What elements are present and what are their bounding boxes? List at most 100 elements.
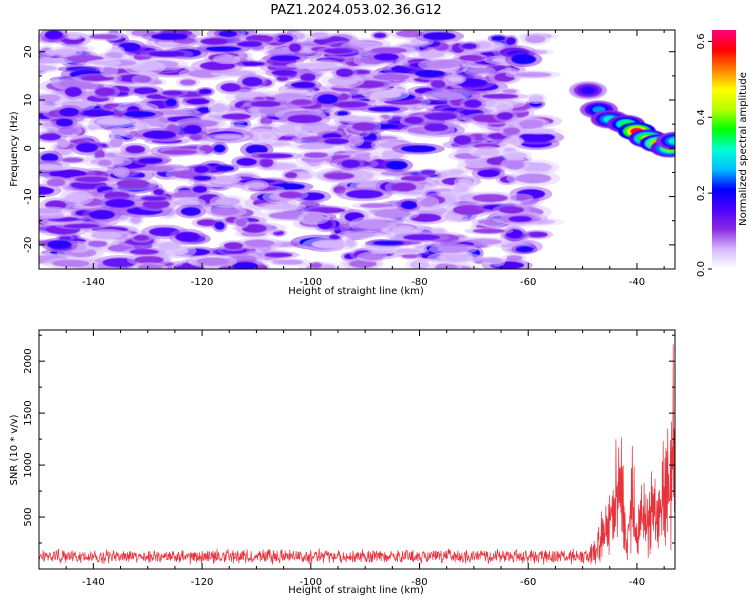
spectrogram-cell bbox=[472, 193, 509, 203]
spectrogram-cell bbox=[51, 259, 90, 268]
spectrogram-cell bbox=[223, 242, 243, 250]
y-tick-label: 20 bbox=[23, 45, 34, 58]
x-tick-label: -140 bbox=[82, 277, 105, 288]
spectrogram-cell bbox=[109, 138, 123, 148]
spectrogram-cell bbox=[44, 30, 64, 40]
spectrogram-cell bbox=[472, 228, 506, 234]
x-tick-label: -40 bbox=[629, 577, 645, 588]
x-tick-label: -60 bbox=[520, 277, 536, 288]
spectrogram-cell bbox=[278, 259, 304, 265]
colorbar: 0.0 0.2 0.4 0.6 Normalized spectral amplitu… bbox=[696, 30, 749, 277]
spectrogram-cell bbox=[179, 79, 196, 86]
spectrogram-cell bbox=[404, 116, 424, 124]
spectrogram-cell bbox=[430, 80, 446, 89]
spectrogram-cell bbox=[137, 264, 162, 269]
spectrogram-cell bbox=[491, 35, 506, 41]
spectrogram-cell bbox=[337, 111, 349, 116]
spectrogram-cell bbox=[401, 253, 419, 259]
x-tick-label: -60 bbox=[520, 577, 536, 588]
spectrogram-cell bbox=[39, 164, 64, 170]
spectrogram-y-axis-label: Frequency (Hz) bbox=[9, 111, 20, 187]
y-tick-label: 0 bbox=[23, 145, 34, 151]
spectrogram-cell bbox=[268, 212, 302, 220]
spectrogram-cell bbox=[425, 60, 458, 69]
spectrogram-cell bbox=[157, 241, 181, 251]
spectrogram-cell bbox=[242, 76, 263, 87]
spectrogram-cell bbox=[303, 213, 325, 223]
spectrogram-cell bbox=[290, 81, 316, 89]
x-tick-label: -80 bbox=[411, 577, 427, 588]
spectrogram-cell bbox=[317, 94, 338, 105]
spectrogram-cell bbox=[498, 206, 524, 214]
spectrogram-cell bbox=[94, 87, 115, 97]
spectrogram-cell bbox=[74, 176, 109, 183]
spectrogram-cell bbox=[462, 43, 477, 50]
spectrogram-cell bbox=[352, 122, 376, 131]
spectrogram-cell bbox=[362, 253, 384, 261]
snr-frame bbox=[38, 329, 676, 570]
spectrogram-cell bbox=[496, 112, 514, 120]
x-tick-label: -120 bbox=[191, 577, 214, 588]
spectrogram-cell bbox=[39, 58, 65, 64]
spectrogram-cell bbox=[197, 106, 211, 114]
spectrogram-cell bbox=[194, 165, 209, 174]
spectrogram-cell bbox=[123, 111, 156, 118]
spectrogram-cell bbox=[259, 157, 274, 168]
colorbar-tick-label: 0.0 bbox=[696, 261, 707, 277]
spectrogram-cell bbox=[295, 62, 333, 68]
spectrogram-cell bbox=[40, 153, 59, 163]
spectrogram-cell bbox=[180, 207, 201, 216]
snr-y-axis-label: SNR (10 * v/v) bbox=[9, 414, 20, 485]
spectrogram-cell bbox=[59, 107, 80, 117]
spectrogram-cell bbox=[310, 262, 322, 269]
spectrogram-cell bbox=[88, 209, 115, 220]
spectrogram-cell bbox=[288, 43, 302, 53]
spectrogram-cell bbox=[341, 159, 360, 169]
spectrogram-cell bbox=[232, 261, 259, 269]
spectrogram-cell bbox=[344, 231, 376, 238]
spectrogram-cell bbox=[507, 152, 527, 159]
spectrogram-frame bbox=[38, 29, 676, 270]
spectrogram-field bbox=[39, 30, 675, 269]
spectrogram-cell bbox=[420, 169, 436, 175]
spectrogram-cell bbox=[210, 207, 240, 216]
spectrogram-cell bbox=[91, 231, 122, 240]
y-tick-label: 1500 bbox=[23, 400, 34, 425]
spectrogram-cell bbox=[323, 48, 353, 54]
spectrogram-cell bbox=[205, 46, 242, 52]
spectrogram-cell bbox=[372, 240, 405, 246]
signal-track-mark bbox=[668, 137, 675, 145]
spectrogram-cell bbox=[64, 193, 88, 203]
spectrogram-cell bbox=[97, 159, 112, 166]
spectrogram-cell bbox=[506, 137, 521, 145]
x-tick-label: -80 bbox=[411, 277, 427, 288]
spectrogram-cell bbox=[154, 109, 192, 116]
spectrogram-cell bbox=[173, 199, 200, 207]
spectrogram-cell bbox=[129, 248, 159, 255]
spectrogram-cell bbox=[291, 99, 312, 106]
spectrogram-cell bbox=[345, 189, 384, 199]
y-tick-label: 500 bbox=[23, 507, 34, 526]
spectrogram-cell bbox=[284, 172, 298, 179]
spectrogram-cell bbox=[192, 185, 208, 193]
spectrogram-cell bbox=[87, 240, 108, 248]
spectrogram-cell bbox=[243, 239, 275, 248]
spectrogram-cell bbox=[111, 129, 127, 135]
spectrogram-cell bbox=[269, 55, 301, 62]
spectrogram-cell bbox=[436, 245, 470, 253]
spectrogram-cell bbox=[213, 144, 226, 153]
colorbar-bar bbox=[712, 30, 736, 269]
spectrogram-cell bbox=[214, 134, 243, 140]
spectrogram-cell bbox=[236, 41, 263, 47]
spectrogram-cell bbox=[300, 73, 316, 82]
x-tick-label: -100 bbox=[299, 577, 322, 588]
spectrogram-cell bbox=[511, 54, 537, 65]
spectrogram-cell bbox=[142, 199, 170, 209]
spectrogram-cell bbox=[138, 157, 163, 164]
spectrogram-cell bbox=[215, 197, 241, 206]
spectrogram-cell bbox=[165, 98, 177, 107]
spectrogram-cell bbox=[125, 145, 146, 154]
spectrogram-cell bbox=[132, 87, 158, 95]
spectrogram-cell bbox=[459, 54, 482, 61]
